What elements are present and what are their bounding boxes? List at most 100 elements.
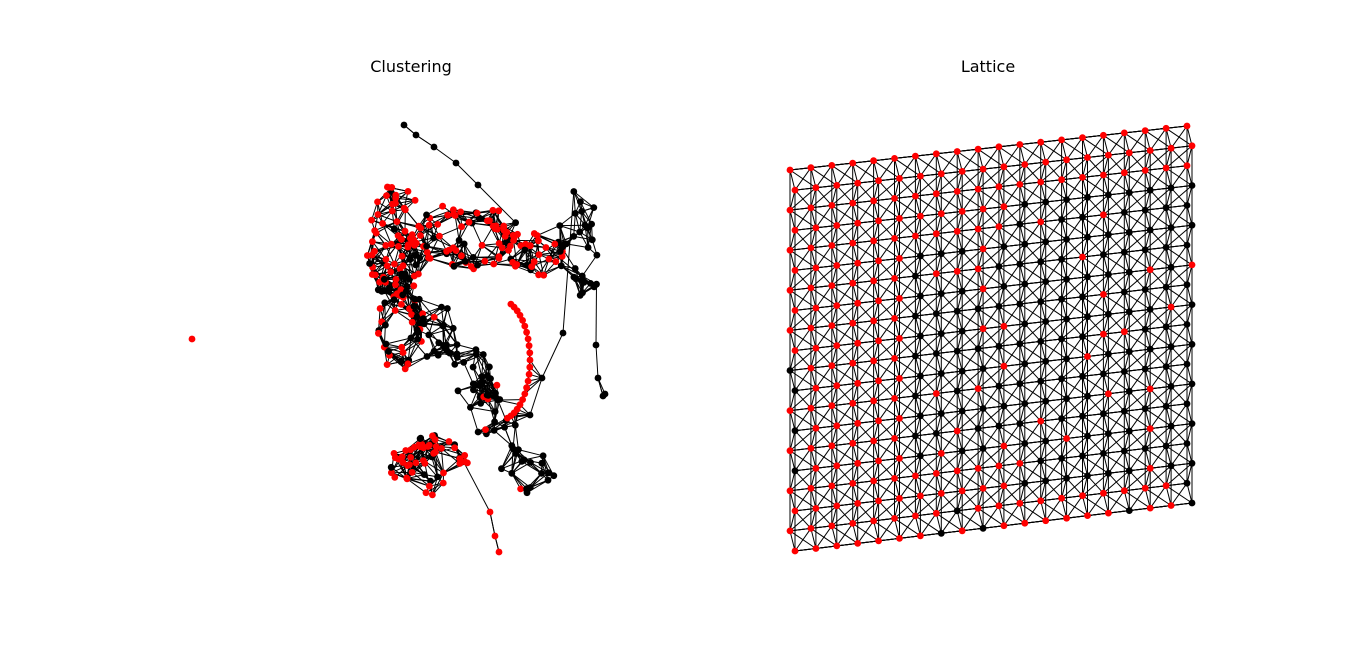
lattice-node — [932, 190, 940, 198]
lattice-edge — [810, 305, 838, 329]
clustering-node — [443, 247, 450, 255]
lattice-edge — [1019, 480, 1047, 504]
lattice-node — [1016, 380, 1024, 388]
lattice-edge — [998, 283, 1026, 307]
lattice-edge — [1003, 423, 1021, 447]
lattice-edge — [935, 450, 963, 474]
clustering-node — [526, 411, 534, 419]
lattice-node — [1120, 209, 1128, 216]
lattice-edge — [1165, 304, 1193, 328]
lattice-node — [937, 490, 945, 497]
lattice-node — [791, 387, 799, 394]
clustering-node — [390, 296, 398, 304]
lattice-node — [974, 225, 982, 233]
lattice-edge — [852, 162, 859, 184]
lattice-edge — [789, 270, 796, 291]
clustering-edge — [536, 225, 561, 236]
clustering-node — [461, 452, 469, 459]
lattice-edge — [935, 173, 942, 194]
lattice-edge — [878, 238, 895, 262]
lattice-node — [833, 542, 841, 550]
lattice-edge — [1144, 249, 1151, 270]
lattice-node — [917, 412, 924, 420]
clustering-edge — [493, 430, 513, 447]
lattice-edge — [1123, 229, 1151, 253]
clustering-node — [408, 469, 416, 476]
lattice-edge — [998, 306, 1005, 327]
lattice-edge — [977, 365, 1005, 389]
clustering-node — [374, 211, 382, 218]
lattice-edge — [998, 146, 1005, 167]
lattice-node — [1058, 295, 1065, 303]
lattice-edge — [1019, 443, 1026, 464]
clustering-node — [408, 239, 415, 246]
lattice-node — [896, 215, 903, 222]
lattice-edge — [873, 360, 880, 381]
lattice-edge — [1019, 400, 1047, 424]
clustering-node — [400, 204, 408, 212]
lattice-node — [1063, 474, 1070, 482]
lattice-edge — [1144, 187, 1172, 211]
lattice-node — [1079, 412, 1086, 420]
lattice-edge — [1040, 199, 1067, 223]
lattice-title: Lattice — [961, 57, 1015, 76]
clustering-node — [456, 460, 464, 467]
lattice-node — [979, 365, 987, 372]
lattice-edge — [794, 448, 812, 472]
lattice-edge — [961, 508, 979, 532]
lattice-edge — [810, 247, 817, 269]
lattice-node — [932, 270, 940, 277]
lattice-node — [1188, 420, 1196, 427]
clustering-node — [473, 209, 481, 217]
lattice-edge — [977, 445, 1005, 469]
lattice-node — [891, 275, 898, 282]
lattice-node — [953, 507, 961, 515]
lattice-edge — [1149, 207, 1167, 231]
lattice-edge — [894, 335, 921, 359]
clustering-node — [407, 454, 415, 461]
lattice-edge — [831, 325, 838, 346]
lattice-node — [1084, 353, 1091, 360]
lattice-edge — [1144, 329, 1151, 350]
lattice-edge — [894, 258, 900, 279]
clustering-edge — [493, 243, 500, 265]
lattice-edge — [1061, 318, 1068, 340]
lattice-edge — [998, 403, 1026, 427]
lattice-edge — [1019, 164, 1026, 185]
lattice-edge — [1102, 294, 1109, 315]
clustering-node — [429, 491, 436, 499]
lattice-node — [828, 282, 836, 289]
lattice-node — [1000, 203, 1008, 211]
lattice-edge — [1024, 301, 1042, 325]
lattice-edge — [1128, 487, 1146, 511]
lattice-edge — [977, 166, 1005, 190]
lattice-node — [1188, 380, 1196, 388]
lattice-edge — [1103, 271, 1130, 295]
clustering-node — [495, 253, 503, 260]
lattice-edge — [935, 273, 942, 294]
lattice-edge — [1123, 232, 1130, 253]
lattice-edge — [982, 346, 1000, 369]
lattice-node — [979, 285, 987, 293]
lattice-edge — [919, 353, 937, 377]
lattice-node — [1079, 372, 1086, 380]
lattice-edge — [1061, 279, 1068, 300]
lattice-edge — [1144, 386, 1172, 410]
lattice-edge — [919, 313, 937, 337]
clustering-node — [523, 384, 530, 392]
lattice-node — [833, 422, 841, 430]
lattice-edge — [1149, 128, 1167, 151]
lattice-edge — [836, 162, 854, 186]
lattice-edge — [789, 347, 817, 371]
lattice-edge — [794, 327, 812, 351]
clustering-node — [390, 450, 398, 457]
lattice-edge — [810, 488, 817, 509]
clustering-node — [538, 374, 546, 382]
clustering-node — [467, 404, 474, 411]
lattice-node — [1079, 452, 1086, 460]
clustering-node — [526, 356, 534, 364]
clustering-node — [438, 303, 445, 311]
lattice-edge — [794, 488, 812, 512]
lattice-node — [1084, 432, 1091, 440]
